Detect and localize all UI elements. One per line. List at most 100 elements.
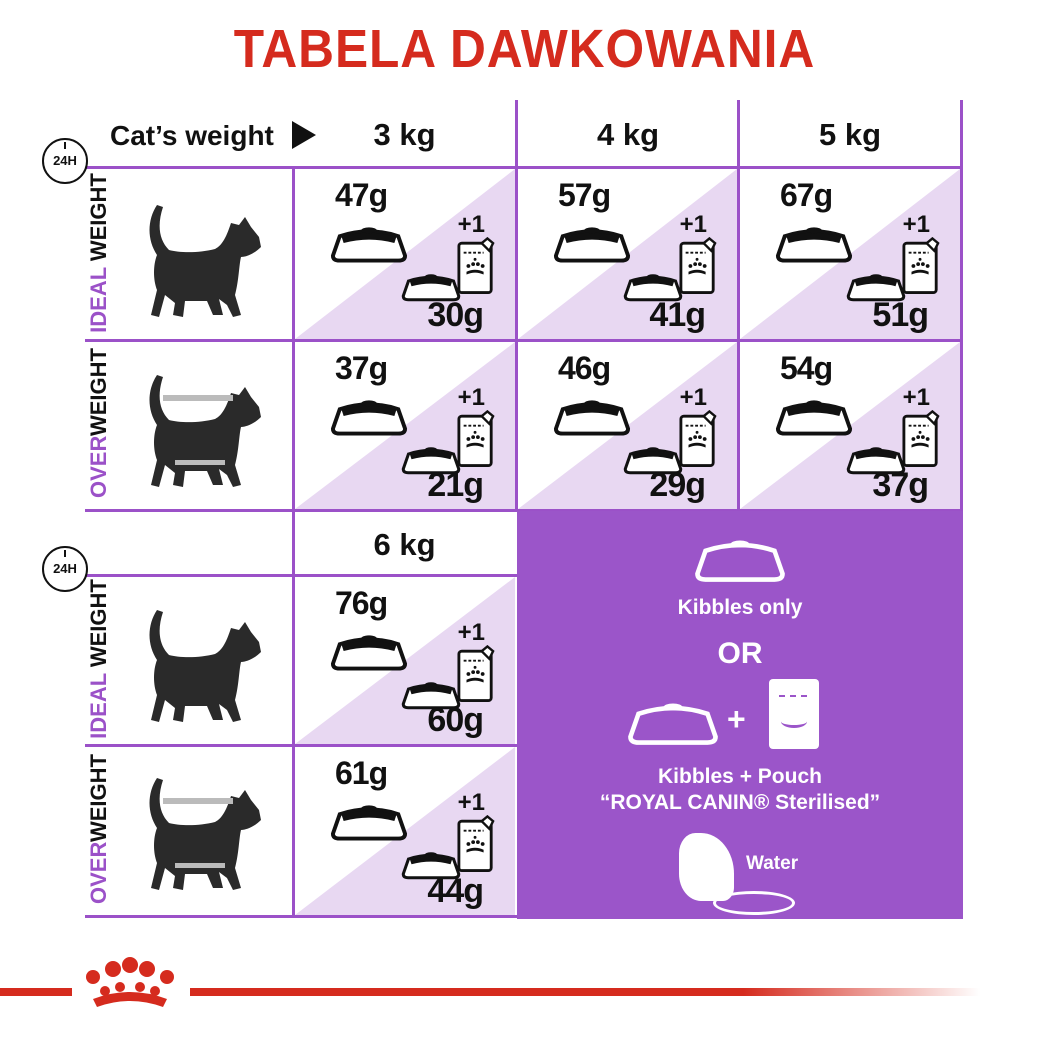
kibbles-bowl-icon <box>627 699 719 747</box>
bowl-icon <box>330 397 408 437</box>
dosage-cell-ideal-0: 47g +1 30g <box>295 169 515 339</box>
grid-line <box>85 574 517 577</box>
pouch-icon <box>902 237 940 295</box>
kibbles-with-pouch-amount: 21g <box>427 466 484 504</box>
feeding-legend-panel: Kibbles only OR + Kibbles + Pouch “ROYAL… <box>517 511 963 919</box>
grid-line <box>292 166 295 512</box>
cat-ideal-icon <box>135 600 265 730</box>
dosage-cell-ideal-3: 76g +1 60g <box>295 577 515 744</box>
weight-header-5kg: 5 kg <box>818 117 882 152</box>
row-label-ideal-weight: IDEAL WEIGHT <box>86 168 112 338</box>
cats-weight-text: Cat’s weight <box>110 120 274 151</box>
pouch-icon <box>769 679 819 749</box>
cats-weight-label: Cat’s weight <box>110 120 316 152</box>
weight-header-6kg: 6 kg <box>373 527 436 562</box>
kibbles-only-amount: 54g <box>780 350 833 386</box>
label-accent: OVER <box>86 436 111 498</box>
kibbles-only-amount: 47g <box>335 177 388 213</box>
label-accent: IDEAL <box>86 673 111 739</box>
bowl-icon <box>330 224 408 264</box>
grid-line <box>960 100 963 170</box>
kibbles-only-amount: 61g <box>335 755 388 791</box>
bowl-icon <box>553 224 631 264</box>
plus-one-pouch: +1 <box>679 384 707 411</box>
kibbles-pouch-label: Kibbles + Pouch <box>658 765 822 788</box>
bowl-icon <box>775 224 853 264</box>
pouch-icon <box>679 410 717 468</box>
kibbles-with-pouch-amount: 29g <box>649 466 706 504</box>
weight-header-4kg: 4 kg <box>596 117 660 152</box>
play-triangle-icon <box>291 121 316 149</box>
cat-overweight-icon <box>135 365 265 495</box>
weight-header-3kg: 3 kg <box>373 117 436 152</box>
grid-line <box>515 100 518 170</box>
grid-line <box>85 744 517 747</box>
dosage-cell-over-2: 54g +1 37g <box>740 342 960 509</box>
grid-line <box>737 166 740 512</box>
pouch-icon <box>457 815 495 873</box>
label-rest: WEIGHT <box>86 754 111 843</box>
product-label: “ROYAL CANIN® Sterilised” <box>599 791 881 814</box>
label-rest: WEIGHT <box>86 173 111 268</box>
kibbles-with-pouch-amount: 44g <box>427 872 484 910</box>
dosage-cell-over-1: 46g +1 29g <box>518 342 737 509</box>
cat-ideal-icon <box>135 195 265 325</box>
cat-overweight-icon <box>135 768 265 898</box>
bowl-icon <box>330 802 408 842</box>
row-label-overweight: OVERWEIGHT <box>86 744 112 914</box>
water-label: Water <box>746 853 799 874</box>
kibbles-with-pouch-amount: 41g <box>649 296 706 334</box>
royal-canin-crown-logo <box>86 957 174 1007</box>
kibbles-only-amount: 57g <box>558 177 611 213</box>
kibbles-with-pouch-amount: 60g <box>427 701 484 739</box>
grid-line <box>85 915 517 918</box>
grid-line <box>85 509 963 512</box>
kibbles-only-amount: 46g <box>558 350 611 386</box>
kibbles-only-amount: 76g <box>335 585 388 621</box>
brand-line-left <box>0 988 72 996</box>
dosage-cell-ideal-2: 67g +1 51g <box>740 169 960 339</box>
kibbles-with-pouch-amount: 51g <box>872 296 929 334</box>
bowl-icon <box>553 397 631 437</box>
bowl-icon <box>330 632 408 672</box>
dosage-cell-over-3: 61g +1 44g <box>295 747 515 915</box>
label-rest: WEIGHT <box>86 348 111 437</box>
bowl-icon <box>775 397 853 437</box>
pouch-icon <box>457 410 495 468</box>
or-label: OR <box>717 637 763 670</box>
row-label-ideal-weight: IDEAL WEIGHT <box>86 574 112 744</box>
grid-line <box>737 100 740 170</box>
dosage-cell-over-0: 37g +1 21g <box>295 342 515 509</box>
kibbles-with-pouch-amount: 30g <box>427 296 484 334</box>
water-bowl-icon <box>713 891 795 915</box>
label-accent: IDEAL <box>86 267 111 333</box>
pouch-icon <box>679 237 717 295</box>
kibbles-only-label: Kibbles only <box>677 596 803 619</box>
kibbles-only-amount: 37g <box>335 350 388 386</box>
pouch-icon <box>457 645 495 703</box>
kibbles-with-pouch-amount: 37g <box>872 466 929 504</box>
label-rest: WEIGHT <box>86 579 111 674</box>
grid-line <box>85 166 963 169</box>
pouch-icon <box>457 237 495 295</box>
page-title: TABELA DAWKOWANIA <box>233 19 816 79</box>
brand-line-right <box>190 988 980 996</box>
plus-one-pouch: +1 <box>457 619 485 646</box>
plus-one-pouch: +1 <box>457 211 485 238</box>
kibbles-bowl-icon <box>694 536 786 584</box>
plus-one-pouch: +1 <box>902 211 930 238</box>
plus-one-pouch: +1 <box>679 211 707 238</box>
grid-line <box>515 166 518 512</box>
row-label-overweight: OVERWEIGHT <box>86 338 112 508</box>
clock-24h-icon: 24H <box>42 546 88 592</box>
plus-one-pouch: +1 <box>902 384 930 411</box>
grid-line <box>960 166 963 512</box>
plus-one-pouch: +1 <box>457 789 485 816</box>
label-accent: OVER <box>86 842 111 904</box>
clock-24h-icon: 24H <box>42 138 88 184</box>
pouch-icon <box>902 410 940 468</box>
plus-one-pouch: +1 <box>457 384 485 411</box>
plus-sign: + <box>727 701 746 737</box>
grid-line <box>85 339 963 342</box>
grid-line <box>292 509 295 918</box>
